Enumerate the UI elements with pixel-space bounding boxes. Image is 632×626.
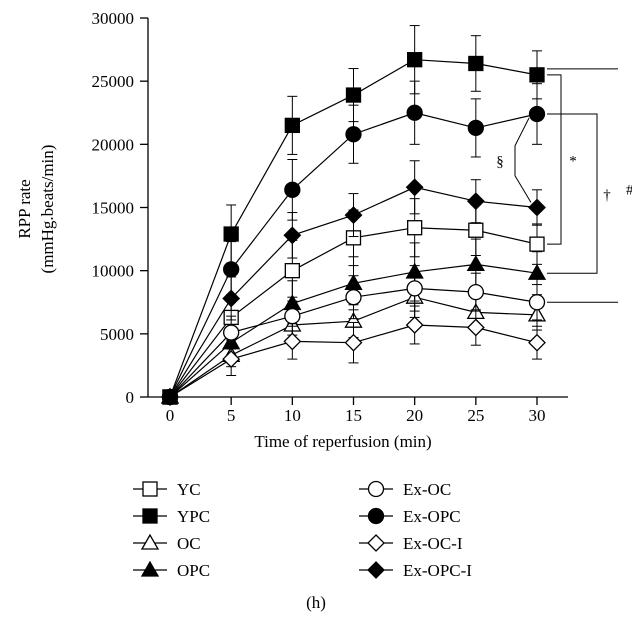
data-point [528, 198, 546, 217]
data-point [529, 236, 545, 252]
x-tick-label: 25 [467, 406, 484, 425]
legend-marker [142, 481, 158, 497]
legend-marker [142, 508, 158, 524]
data-point [466, 255, 485, 272]
data-point [284, 263, 300, 279]
legend-item-oc: OC [133, 533, 201, 553]
legend-marker [140, 533, 160, 550]
x-tick-label: 0 [166, 406, 175, 425]
legend-item-opc: OPC [133, 560, 210, 580]
data-point [466, 318, 485, 337]
data-point [467, 119, 484, 137]
data-point [283, 226, 302, 245]
data-point [222, 350, 241, 369]
legend-label: YC [177, 480, 201, 499]
bracket-section [514, 117, 532, 203]
data-point [344, 333, 363, 352]
data-point [223, 324, 240, 341]
legend-marker [367, 561, 385, 579]
data-point [345, 289, 362, 306]
sig-label-dagger: † [603, 188, 611, 204]
legend-label: Ex-OPC-I [403, 561, 472, 580]
data-point [161, 388, 179, 406]
x-tick-label: 20 [406, 406, 423, 425]
data-point [405, 316, 424, 334]
data-point [468, 55, 484, 72]
y-tick-label: 30000 [92, 9, 135, 28]
legend-item-ex-opc-i: Ex-OPC-I [359, 561, 472, 580]
data-point [345, 87, 362, 103]
x-tick-label: 30 [529, 406, 546, 425]
data-point [223, 261, 240, 278]
legend-marker [367, 507, 385, 525]
data-point [407, 52, 423, 68]
legend-item-ex-oc: Ex-OC [359, 480, 451, 499]
bracket-asterisk [547, 74, 562, 245]
data-point [284, 307, 301, 325]
x-axis-title: Time of reperfusion (min) [254, 432, 431, 451]
data-point [406, 280, 423, 297]
ticks: 0 5000 10000 15000 20000 25000 30000 0 5 10 15 20 25… [92, 9, 546, 425]
legend-label: Ex-OC-I [403, 534, 463, 553]
data-point [284, 117, 300, 134]
legend-label: YPC [177, 507, 210, 526]
legend-label: OC [177, 534, 201, 553]
legend-label: OPC [177, 561, 210, 580]
y-axis-title-line2: (mmHg.beats/min) [38, 145, 57, 274]
series-ex-opc-i [161, 160, 546, 406]
series-ex-oc-i [161, 305, 546, 406]
data-point [344, 206, 363, 224]
y-tick-label: 25000 [92, 72, 135, 91]
sig-label-asterisk: * [569, 153, 577, 169]
x-tick-label: 10 [284, 406, 301, 425]
y-tick-label: 15000 [92, 199, 135, 218]
y-tick-label: 0 [126, 388, 135, 407]
data-point [468, 222, 484, 238]
series-layer [160, 25, 547, 406]
data-point [223, 226, 239, 242]
bracket-dagger [547, 113, 598, 274]
legend: YC YPC OC OPC Ex-OC Ex-OPC Ex-OC-I Ex-OPC-I [133, 480, 472, 580]
y-axis-title-line1: RPP rate [15, 179, 34, 238]
data-point [407, 220, 423, 236]
sig-label-hash: # [626, 183, 632, 199]
data-point [466, 192, 485, 211]
data-point [529, 67, 545, 83]
data-point [283, 332, 302, 351]
data-point [528, 294, 546, 311]
data-point [406, 104, 423, 121]
legend-item-yc: YC [133, 480, 201, 499]
legend-label: Ex-OPC [403, 507, 461, 526]
y-tick-label: 10000 [92, 262, 135, 281]
legend-item-ypc: YPC [133, 507, 210, 526]
data-point [527, 263, 547, 280]
data-point [528, 333, 546, 352]
significance-brackets: § * † # [496, 68, 632, 303]
y-tick-label: 20000 [92, 135, 135, 154]
legend-marker [140, 560, 160, 577]
panel-label: (h) [306, 593, 326, 612]
y-tick-label: 5000 [100, 325, 134, 344]
legend-marker [367, 534, 385, 552]
x-tick-label: 5 [227, 406, 236, 425]
legend-item-ex-oc-i: Ex-OC-I [359, 534, 463, 553]
x-tick-label: 15 [345, 406, 362, 425]
data-point [528, 105, 546, 123]
sig-label-section: § [496, 154, 504, 170]
data-point [284, 181, 301, 198]
data-point [222, 289, 241, 308]
data-point [467, 283, 484, 301]
data-point [345, 126, 362, 143]
series-ex-opc [161, 80, 546, 406]
legend-item-ex-opc: Ex-OPC [359, 507, 461, 526]
data-point [405, 178, 424, 197]
legend-marker [367, 480, 385, 498]
legend-label: Ex-OC [403, 480, 451, 499]
